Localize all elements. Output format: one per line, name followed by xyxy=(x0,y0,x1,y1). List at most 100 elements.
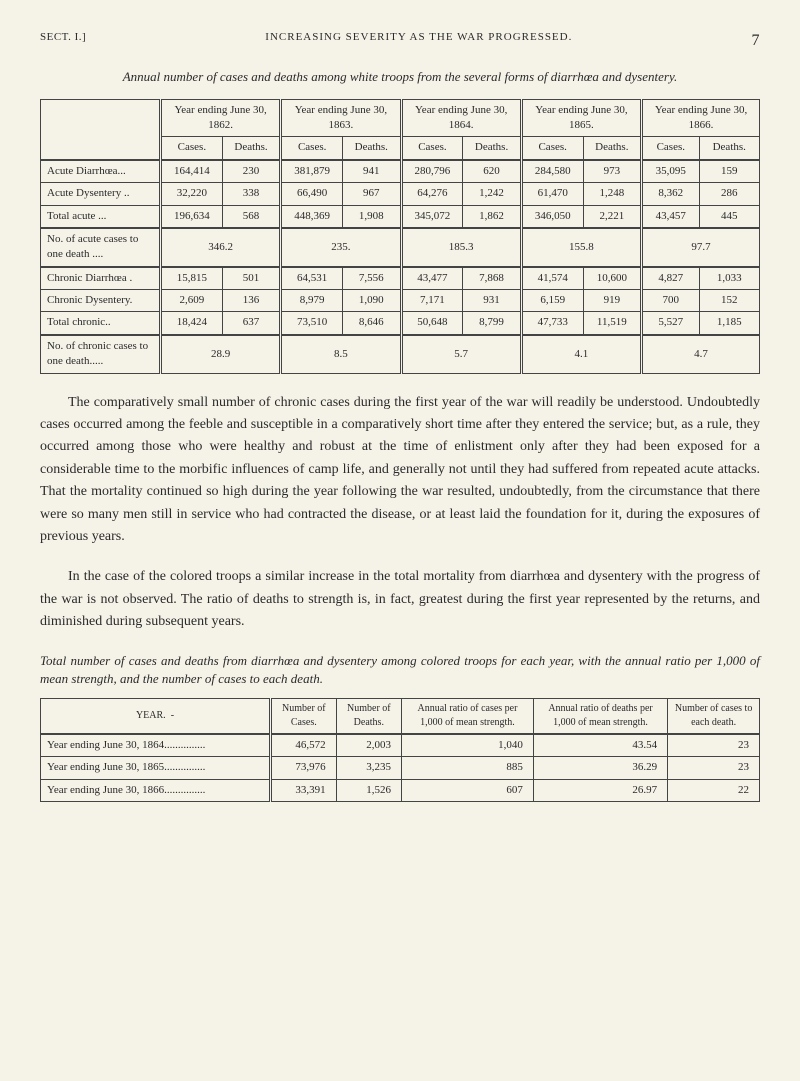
table-cell: 620 xyxy=(463,160,521,183)
table-cell: 32,220 xyxy=(161,183,223,205)
table2-header: Number of Deaths. xyxy=(336,698,401,734)
table-cell: 185.3 xyxy=(401,228,521,267)
table-cell: 345,072 xyxy=(401,205,463,228)
table1-year-header: Year ending June 30, 1866. xyxy=(642,99,760,137)
table-cell: 41,574 xyxy=(521,267,583,290)
table-cell: 35,095 xyxy=(642,160,699,183)
paragraph-1: The comparatively small number of chroni… xyxy=(40,392,760,549)
table-cell: 700 xyxy=(642,290,699,312)
table1-corner xyxy=(41,99,161,160)
table1-sub-header: Cases. xyxy=(401,137,463,160)
table-cell: 931 xyxy=(463,290,521,312)
table1-sub-header: Cases. xyxy=(521,137,583,160)
table-cell: 346.2 xyxy=(161,228,281,267)
table-cell: 43,457 xyxy=(642,205,699,228)
table-cell: 286 xyxy=(699,183,759,205)
table-cell: 2,609 xyxy=(161,290,223,312)
row-label: No. of acute cases to one death .... xyxy=(41,228,161,267)
table-cell: 7,556 xyxy=(343,267,401,290)
table-cell: 33,391 xyxy=(271,779,337,801)
table-cell: 448,369 xyxy=(281,205,343,228)
table1-sub-header: Cases. xyxy=(161,137,223,160)
table-row: Year ending June 30, 1866...............… xyxy=(41,779,760,801)
table-cell: 64,276 xyxy=(401,183,463,205)
table-cell: 8,362 xyxy=(642,183,699,205)
table-cell: 967 xyxy=(343,183,401,205)
table-row: Total acute ...196,634568448,3691,908345… xyxy=(41,205,760,228)
table-row: Total chronic..18,42463773,5108,64650,64… xyxy=(41,312,760,335)
table1-sub-header: Cases. xyxy=(642,137,699,160)
table-cell: 155.8 xyxy=(521,228,641,267)
table-cell: 637 xyxy=(222,312,280,335)
table-cell: 445 xyxy=(699,205,759,228)
row-label: No. of chronic cases to one death..... xyxy=(41,335,161,373)
table-cell: 338 xyxy=(222,183,280,205)
table-cell: 919 xyxy=(583,290,641,312)
table-cell: 50,648 xyxy=(401,312,463,335)
table-cell: 64,531 xyxy=(281,267,343,290)
table1-sub-header: Deaths. xyxy=(583,137,641,160)
table-cell: 1,908 xyxy=(343,205,401,228)
table-cell: 8.5 xyxy=(281,335,401,373)
table-cell: 8,646 xyxy=(343,312,401,335)
table-cell: 8,799 xyxy=(463,312,521,335)
table-cell: 61,470 xyxy=(521,183,583,205)
row-label: Chronic Dysentery. xyxy=(41,290,161,312)
table-row: Chronic Dysentery.2,6091368,9791,0907,17… xyxy=(41,290,760,312)
table1-sub-header: Deaths. xyxy=(699,137,759,160)
table2-header: Number of Cases. xyxy=(271,698,337,734)
table2-title: Total number of cases and deaths from di… xyxy=(40,652,760,688)
table-cell: 152 xyxy=(699,290,759,312)
table-cell: 346,050 xyxy=(521,205,583,228)
table-cell: 4.7 xyxy=(642,335,760,373)
table-cell: 11,519 xyxy=(583,312,641,335)
table-cell: 46,572 xyxy=(271,734,337,757)
table-cell: 1,526 xyxy=(336,779,401,801)
table-cell: 381,879 xyxy=(281,160,343,183)
row-label: Year ending June 30, 1864............... xyxy=(41,734,271,757)
table-cell: 22 xyxy=(668,779,760,801)
table-cell: 7,171 xyxy=(401,290,463,312)
table1-sub-header: Cases. xyxy=(281,137,343,160)
table1-sub-header: Deaths. xyxy=(343,137,401,160)
table-cell: 280,796 xyxy=(401,160,463,183)
table-cell: 43,477 xyxy=(401,267,463,290)
table1-sub-header: Deaths. xyxy=(463,137,521,160)
table1-year-header: Year ending June 30, 1864. xyxy=(401,99,521,137)
table-cell: 4.1 xyxy=(521,335,641,373)
table2-header: Annual ratio of cases per 1,000 of mean … xyxy=(402,698,534,734)
table-cell: 23 xyxy=(668,734,760,757)
table-cell: 136 xyxy=(222,290,280,312)
table-cell: 159 xyxy=(699,160,759,183)
table-row: Chronic Diarrhœa .15,81550164,5317,55643… xyxy=(41,267,760,290)
table-cell: 6,159 xyxy=(521,290,583,312)
table-cell: 1,248 xyxy=(583,183,641,205)
table-cell: 196,634 xyxy=(161,205,223,228)
row-label: Acute Dysentery .. xyxy=(41,183,161,205)
table-cell: 1,040 xyxy=(402,734,534,757)
row-label: Year ending June 30, 1865............... xyxy=(41,757,271,779)
row-label: Total acute ... xyxy=(41,205,161,228)
table-cell: 885 xyxy=(402,757,534,779)
table-cell: 73,976 xyxy=(271,757,337,779)
row-label: Chronic Diarrhœa . xyxy=(41,267,161,290)
table-cell: 607 xyxy=(402,779,534,801)
table-cell: 941 xyxy=(343,160,401,183)
row-label: Total chronic.. xyxy=(41,312,161,335)
table-cell: 1,185 xyxy=(699,312,759,335)
row-label: Year ending June 30, 1866............... xyxy=(41,779,271,801)
table-cell: 28.9 xyxy=(161,335,281,373)
table-cell: 1,033 xyxy=(699,267,759,290)
table-cell: 235. xyxy=(281,228,401,267)
table-cell: 3,235 xyxy=(336,757,401,779)
table1-year-header: Year ending June 30, 1862. xyxy=(161,99,281,137)
table-cell: 23 xyxy=(668,757,760,779)
table-cell: 5.7 xyxy=(401,335,521,373)
table-cell: 36.29 xyxy=(533,757,667,779)
table-cell: 284,580 xyxy=(521,160,583,183)
table-cell: 26.97 xyxy=(533,779,667,801)
table-cell: 8,979 xyxy=(281,290,343,312)
table-cell: 2,221 xyxy=(583,205,641,228)
table-cell: 43.54 xyxy=(533,734,667,757)
table-cell: 164,414 xyxy=(161,160,223,183)
